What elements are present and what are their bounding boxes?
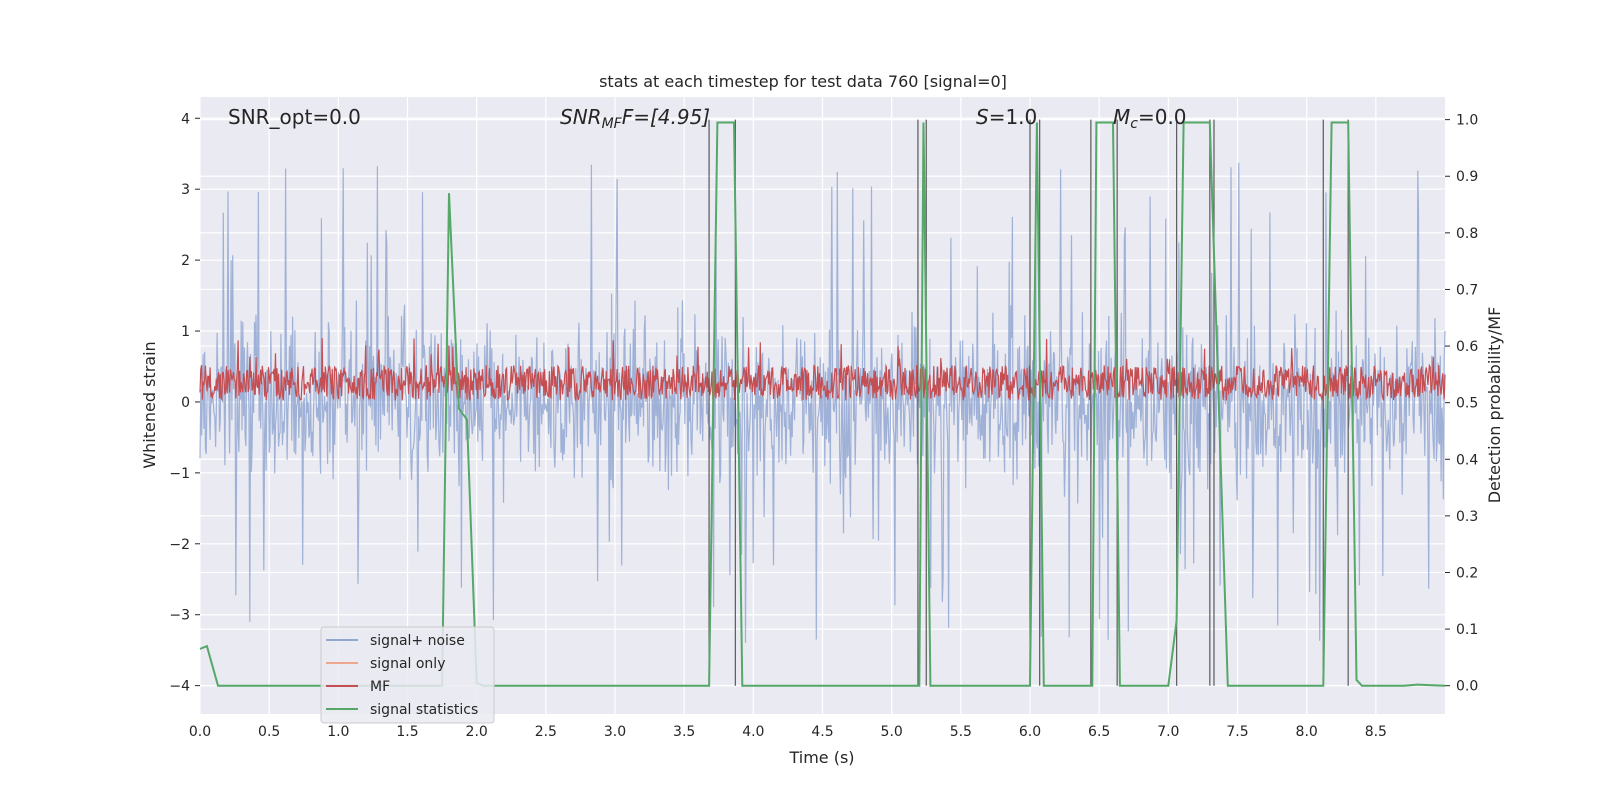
y-tick-label: 2: [181, 253, 190, 269]
y2-tick-label: 0.4: [1456, 452, 1478, 468]
legend: signal+ noise signal only MF signal stat…: [320, 626, 495, 724]
x-tick-label: 1.5: [396, 724, 418, 740]
x-tick-label: 0.5: [258, 724, 280, 740]
y2-tick-label: 0.6: [1456, 339, 1478, 355]
y-tick-label: −3: [169, 608, 190, 624]
snr-mf-annotation: SNRMFF=[4.95]: [560, 105, 710, 132]
y2-tick-label: 0.1: [1456, 622, 1478, 638]
signal-noise-series: [199, 162, 1446, 643]
mc-value: =0.0: [1138, 105, 1187, 129]
mf-series: [199, 338, 1446, 402]
y-tick-label: −2: [169, 537, 190, 553]
x-axis-ticks: 0.0 0.5 1.0 1.5 2.0 2.5 3.0 3.5 4.0 4.5 5.0 5.5 6.0 6…: [189, 724, 1387, 740]
snr-mf-value: F=[4.95]: [622, 105, 710, 129]
y2-tick-label: 0.0: [1456, 679, 1478, 695]
y2-tick-label: 0.9: [1456, 169, 1478, 185]
legend-box: [320, 626, 495, 724]
y2-tick-label: 1.0: [1456, 113, 1478, 129]
y2-tick-label: 0.2: [1456, 565, 1478, 581]
x-tick-label: 3.5: [673, 724, 695, 740]
y2-axis-ticks: 0.0 0.1 0.2 0.3 0.4 0.5 0.6 0.7 0.8 0.9 1.0: [1445, 113, 1478, 695]
snr-mf-main: SNR: [560, 105, 602, 129]
s-annotation: S=1.0: [976, 105, 1037, 129]
y-tick-label: 4: [181, 111, 190, 127]
x-tick-label: 4.5: [811, 724, 833, 740]
signal-noise-line: [199, 162, 1446, 643]
y2-tick-label: 0.8: [1456, 226, 1478, 242]
mc-annotation: Mc=0.0: [1113, 105, 1187, 132]
y-tick-label: 3: [181, 182, 190, 198]
x-tick-label: 0.0: [189, 724, 211, 740]
legend-label-signal-only: signal only: [370, 656, 445, 672]
y2-tick-label: 0.3: [1456, 509, 1478, 525]
y-tick-label: −1: [169, 466, 190, 482]
chart-title: stats at each timestep for test data 760…: [599, 72, 1007, 91]
x-tick-label: 4.0: [742, 724, 764, 740]
y-tick-label: −4: [169, 679, 190, 695]
legend-label-signal-statistics: signal statistics: [370, 702, 478, 718]
signal-statistics-series: [199, 121, 1446, 687]
x-tick-label: 7.5: [1226, 724, 1248, 740]
x-tick-label: 6.0: [1019, 724, 1041, 740]
mc-main: M: [1113, 105, 1130, 129]
y-axis-label: Whitened strain: [140, 341, 159, 468]
y-tick-label: 1: [181, 324, 190, 340]
x-tick-label: 8.0: [1296, 724, 1318, 740]
x-tick-label: 6.5: [1088, 724, 1110, 740]
mc-sub: c: [1130, 116, 1138, 132]
y-axis-ticks: −4 −3 −2 −1 0 1 2 3 4: [169, 111, 200, 695]
snr-opt-annotation: SNR_opt=0.0: [228, 105, 361, 129]
y-tick-label: 0: [181, 395, 190, 411]
x-axis-label: Time (s): [788, 748, 854, 767]
y2-tick-label: 0.7: [1456, 282, 1478, 298]
signal-statistics-line: [199, 121, 1446, 687]
x-tick-label: 5.0: [881, 724, 903, 740]
y2-tick-label: 0.5: [1456, 396, 1478, 412]
x-tick-label: 2.5: [535, 724, 557, 740]
x-tick-label: 7.0: [1157, 724, 1179, 740]
x-tick-label: 2.0: [466, 724, 488, 740]
x-tick-label: 3.0: [604, 724, 626, 740]
s-main: S: [976, 105, 989, 129]
x-tick-label: 5.5: [950, 724, 972, 740]
x-tick-label: 8.5: [1365, 724, 1387, 740]
legend-label-signal-noise: signal+ noise: [370, 633, 465, 649]
x-tick-label: 1.0: [327, 724, 349, 740]
s-value: =1.0: [989, 105, 1038, 129]
snr-mf-sub: MF: [602, 116, 623, 132]
mf-line: [199, 338, 1446, 402]
y2-axis-label: Detection probability/MF: [1485, 307, 1504, 504]
legend-label-mf: MF: [370, 679, 390, 695]
